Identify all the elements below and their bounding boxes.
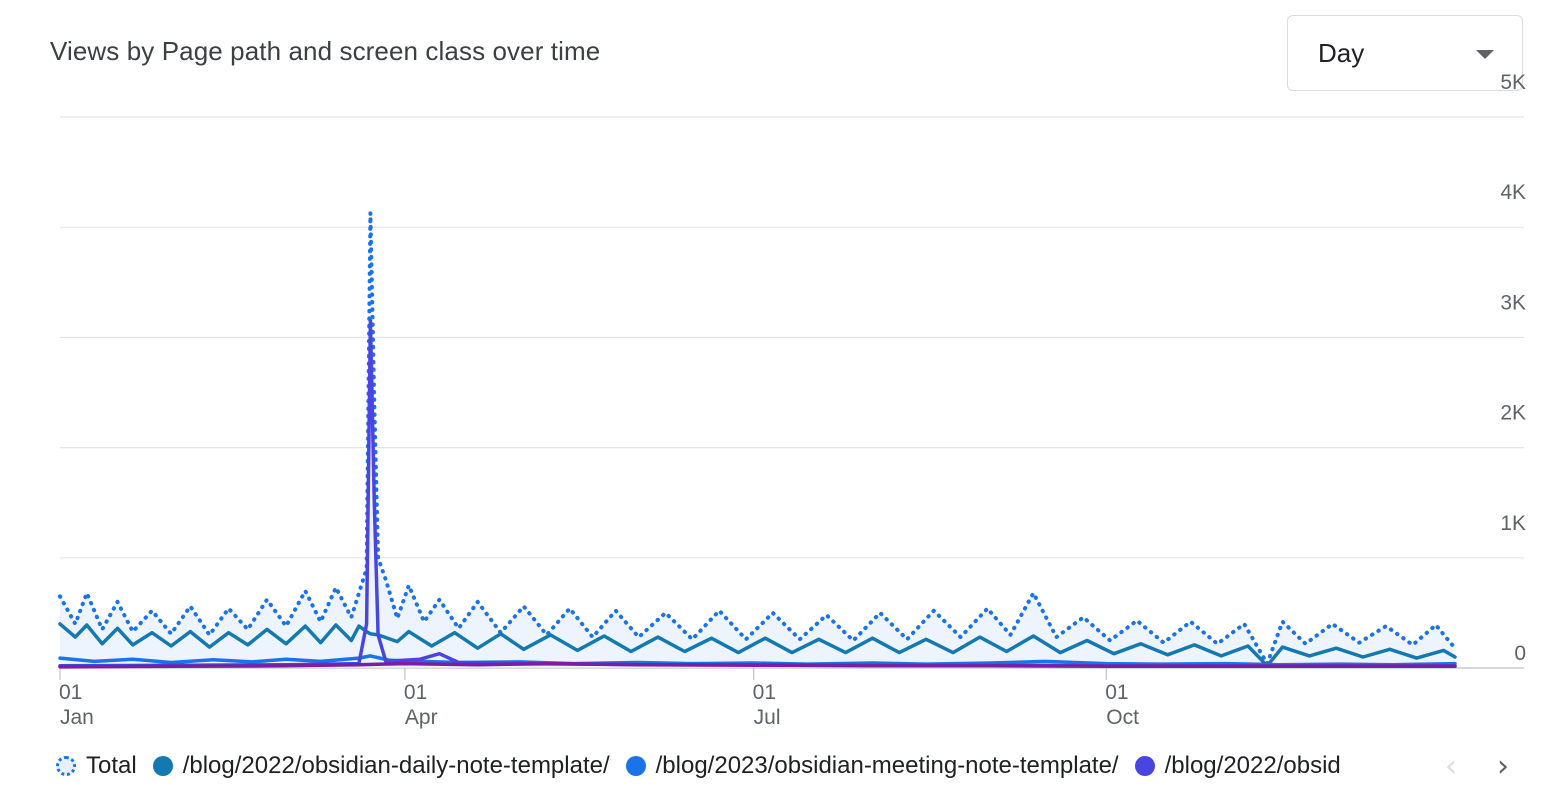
legend-label: Total: [86, 752, 137, 779]
series-line-1: [58, 622, 1457, 668]
x-tick-day: 01: [59, 681, 82, 704]
series-line-4: [58, 661, 1457, 669]
chart-legend: Total/blog/2022/obsidian-daily-note-temp…: [56, 752, 1416, 788]
legend-swatch-icon: [1134, 756, 1155, 776]
series-area-0: [60, 212, 1455, 668]
x-tick-day: 01: [404, 681, 427, 704]
y-tick-label: 5K: [1500, 71, 1526, 94]
legend-label: /blog/2022/obsidian-daily-note-template/: [182, 752, 610, 779]
legend-item[interactable]: /blog/2023/obsidian-meeting-note-templat…: [625, 752, 1119, 780]
x-tick-month: Oct: [1106, 706, 1139, 729]
legend-fade: [1360, 748, 1420, 792]
series-line-0: [58, 210, 1457, 666]
y-tick-label: 0: [1514, 642, 1526, 665]
legend-label: /blog/2022/obsid: [1164, 752, 1341, 779]
legend-item[interactable]: /blog/2022/obsid: [1134, 752, 1341, 780]
legend-swatch-icon: [152, 756, 173, 776]
caret-down-icon: [1476, 50, 1494, 59]
legend-prev-icon[interactable]: ‹: [1445, 749, 1457, 784]
x-tick-month: Jul: [754, 706, 781, 729]
y-tick-label: 2K: [1500, 402, 1526, 425]
y-tick-label: 4K: [1500, 181, 1526, 204]
y-tick-label: 3K: [1500, 291, 1526, 314]
x-tick-month: Apr: [405, 706, 438, 729]
chart-title: Views by Page path and screen class over…: [50, 36, 601, 66]
x-tick-day: 01: [753, 681, 776, 704]
legend-swatch-icon: [56, 756, 76, 776]
period-dropdown-value: Day: [1318, 38, 1365, 68]
x-tick-month: Jan: [60, 706, 94, 729]
legend-item[interactable]: /blog/2022/obsidian-daily-note-template/: [152, 752, 610, 780]
legend-next-icon[interactable]: ›: [1497, 749, 1509, 784]
y-tick-label: 1K: [1500, 512, 1526, 535]
x-tick-day: 01: [1105, 681, 1128, 704]
legend-swatch-icon: [625, 756, 646, 776]
legend-item[interactable]: Total: [56, 752, 137, 780]
legend-label: /blog/2023/obsidian-meeting-note-templat…: [655, 752, 1119, 779]
period-dropdown[interactable]: Day: [1287, 15, 1523, 91]
